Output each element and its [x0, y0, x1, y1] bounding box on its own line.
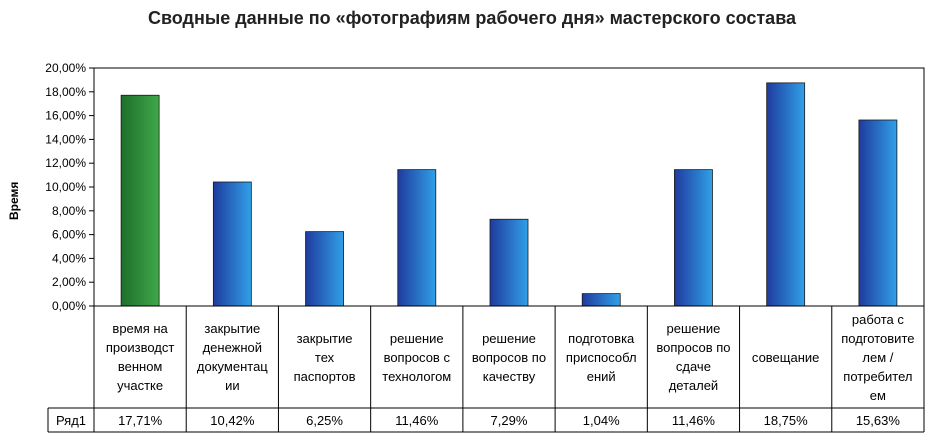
- category-label-line: решение: [482, 330, 536, 346]
- category-label-line: закрытие: [204, 321, 261, 336]
- category-label: решение вопросов по сдаче деталей: [647, 306, 739, 408]
- bar: [489, 218, 529, 307]
- category-label: решение вопросов по качеству: [463, 306, 555, 408]
- bar: [120, 94, 160, 307]
- category-label-line: технологом: [382, 368, 452, 384]
- data-value-label: 11,46%: [395, 412, 439, 428]
- plot-frame: [93, 67, 925, 307]
- y-tick-label: 14,00%: [45, 132, 86, 146]
- category-label-line: венном: [117, 359, 163, 374]
- category-label-line: тех: [314, 349, 335, 365]
- category-label: подготовка приспособл ений: [555, 306, 647, 408]
- bar: [674, 169, 713, 307]
- bar: [212, 181, 252, 307]
- category-label-line: вопросов с: [383, 349, 450, 365]
- y-tick-label: 20,00%: [45, 61, 86, 75]
- y-tick-label: 16,00%: [45, 109, 86, 123]
- category-label-line: лем /: [862, 349, 894, 365]
- category-label-line: денежной: [202, 340, 263, 355]
- data-value-label: 10,42%: [210, 412, 255, 428]
- category-label-line: документац: [196, 359, 268, 374]
- category-label-line: подготовите: [841, 330, 915, 346]
- bar: [766, 82, 806, 307]
- bar: [858, 119, 898, 307]
- category-label-line: вопросов по: [656, 340, 731, 355]
- category-label-line: ии: [225, 378, 240, 393]
- category-label-line: совещание: [751, 349, 820, 365]
- category-label-line: работа с: [851, 311, 904, 327]
- chart-title: Сводные данные по «фотографиям рабочего …: [147, 8, 797, 28]
- category-label-line: решение: [389, 330, 444, 346]
- category-label-line: время на: [112, 321, 168, 336]
- category-label-line: подготовка: [568, 330, 635, 346]
- category-label-line: закрытие: [296, 330, 353, 346]
- y-tick-label: 10,00%: [45, 180, 86, 194]
- category-label-line: сдаче: [675, 359, 711, 374]
- category-label: совещание: [740, 306, 832, 408]
- category-label-line: потребител: [843, 368, 913, 384]
- y-tick-label: 12,00%: [45, 156, 86, 170]
- category-label-line: ений: [586, 368, 616, 384]
- series-row-label: Ряд1: [55, 412, 87, 428]
- category-label-line: деталей: [668, 378, 719, 393]
- bar: [397, 169, 437, 307]
- data-value-label: 17,71%: [118, 412, 163, 428]
- category-label: закрытие денежной документац ии: [186, 306, 278, 408]
- data-value-label: 11,46%: [671, 412, 715, 428]
- category-label-line: качеству: [482, 368, 536, 384]
- bar: [581, 293, 621, 307]
- data-value-label: 1,04%: [582, 412, 620, 428]
- y-tick-label: 18,00%: [45, 85, 86, 99]
- y-tick-label: 6,00%: [52, 228, 86, 242]
- category-label: работа с подготовите лем / потребител ем: [832, 306, 924, 408]
- y-tick-label: 4,00%: [52, 251, 86, 265]
- category-label: время на производст венном участке: [94, 306, 186, 408]
- data-value-label: 15,63%: [855, 412, 900, 428]
- y-tick-label: 8,00%: [52, 204, 86, 218]
- bar: [305, 231, 344, 307]
- data-value-label: 18,75%: [763, 412, 808, 428]
- category-label-line: ем: [869, 387, 886, 403]
- category-label: закрытие тех паспортов: [278, 306, 370, 408]
- y-tick-label: 2,00%: [52, 275, 86, 289]
- y-tick-label: 0,00%: [52, 299, 86, 313]
- data-value-label: 6,25%: [306, 412, 343, 428]
- category-label-line: решение: [666, 321, 721, 336]
- category-label-line: вопросов по: [471, 349, 547, 365]
- category-label-line: производст: [105, 340, 175, 355]
- category-label-line: паспортов: [293, 368, 356, 384]
- category-label-line: участке: [117, 378, 164, 393]
- data-value-label: 7,29%: [490, 412, 528, 428]
- category-label-line: приспособл: [565, 349, 637, 365]
- category-label: решение вопросов с технологом: [371, 306, 463, 408]
